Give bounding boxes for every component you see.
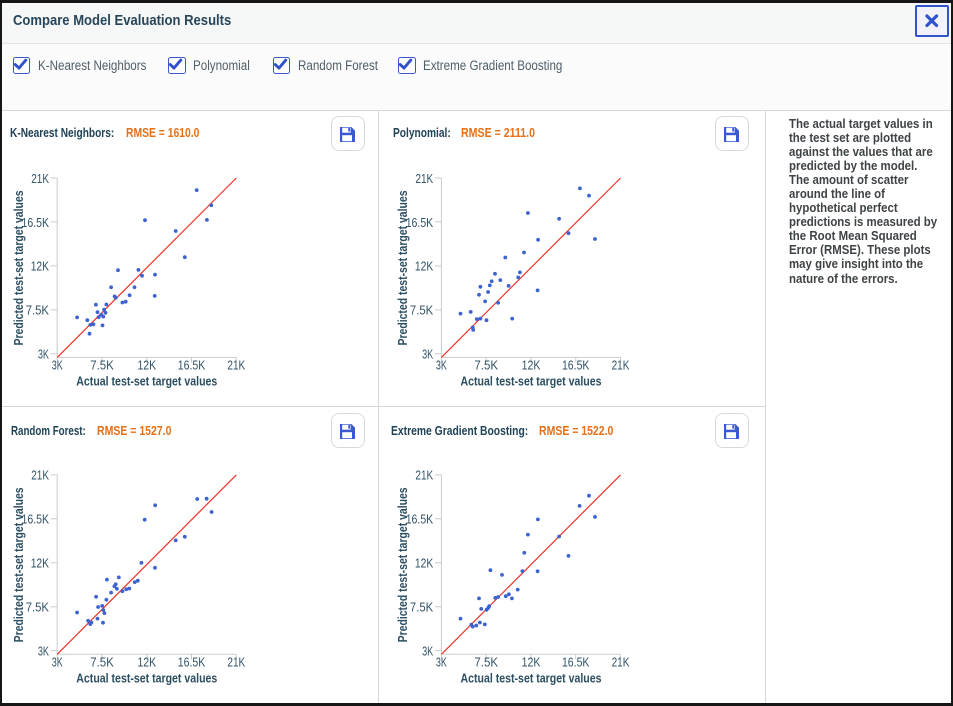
svg-text:3K: 3K	[38, 348, 49, 362]
svg-text:3K: 3K	[422, 645, 433, 659]
svg-text:21K: 21K	[31, 172, 49, 186]
svg-text:16.5K: 16.5K	[406, 513, 434, 527]
svg-text:7.5K: 7.5K	[26, 304, 50, 318]
svg-text:16.5K: 16.5K	[562, 359, 590, 373]
svg-text:7.5K: 7.5K	[410, 304, 434, 318]
svg-text:12K: 12K	[415, 557, 434, 571]
svg-text:3K: 3K	[436, 359, 447, 373]
svg-text:7.5K: 7.5K	[90, 655, 114, 669]
svg-text:Actual test-set target values: Actual test-set target values	[461, 374, 602, 389]
svg-text:16.5K: 16.5K	[562, 655, 590, 669]
svg-text:16.5K: 16.5K	[406, 216, 434, 230]
svg-text:21K: 21K	[227, 359, 245, 373]
svg-text:16.5K: 16.5K	[22, 216, 50, 230]
svg-text:21K: 21K	[227, 655, 245, 669]
svg-text:3K: 3K	[436, 655, 447, 669]
svg-text:7.5K: 7.5K	[474, 359, 498, 373]
svg-text:21K: 21K	[31, 469, 49, 483]
svg-text:12K: 12K	[31, 260, 50, 274]
svg-text:12K: 12K	[137, 655, 156, 669]
svg-text:3K: 3K	[52, 655, 63, 669]
svg-text:12K: 12K	[522, 359, 541, 373]
svg-text:7.5K: 7.5K	[410, 601, 434, 615]
svg-text:7.5K: 7.5K	[474, 655, 498, 669]
svg-text:12K: 12K	[415, 260, 434, 274]
svg-text:12K: 12K	[522, 655, 541, 669]
svg-text:Predicted test-set target valu: Predicted test-set target values	[11, 487, 26, 642]
svg-text:16.5K: 16.5K	[178, 655, 206, 669]
svg-text:Actual test-set target values: Actual test-set target values	[461, 671, 602, 686]
svg-text:3K: 3K	[422, 348, 433, 362]
svg-text:Actual test-set target values: Actual test-set target values	[76, 374, 217, 389]
svg-text:Predicted test-set target valu: Predicted test-set target values	[395, 191, 410, 346]
svg-text:3K: 3K	[38, 645, 49, 659]
svg-text:7.5K: 7.5K	[26, 601, 50, 615]
svg-text:12K: 12K	[137, 359, 156, 373]
svg-text:12K: 12K	[31, 557, 50, 571]
svg-text:21K: 21K	[612, 655, 630, 669]
svg-text:Actual test-set target values: Actual test-set target values	[76, 671, 217, 686]
svg-text:16.5K: 16.5K	[22, 513, 50, 527]
svg-text:Predicted test-set target valu: Predicted test-set target values	[395, 487, 410, 642]
svg-text:7.5K: 7.5K	[90, 359, 114, 373]
svg-text:Predicted test-set target valu: Predicted test-set target values	[11, 191, 26, 346]
svg-text:21K: 21K	[415, 172, 433, 186]
svg-text:21K: 21K	[612, 359, 630, 373]
svg-text:3K: 3K	[52, 359, 63, 373]
svg-text:16.5K: 16.5K	[178, 359, 206, 373]
svg-text:21K: 21K	[415, 469, 433, 483]
